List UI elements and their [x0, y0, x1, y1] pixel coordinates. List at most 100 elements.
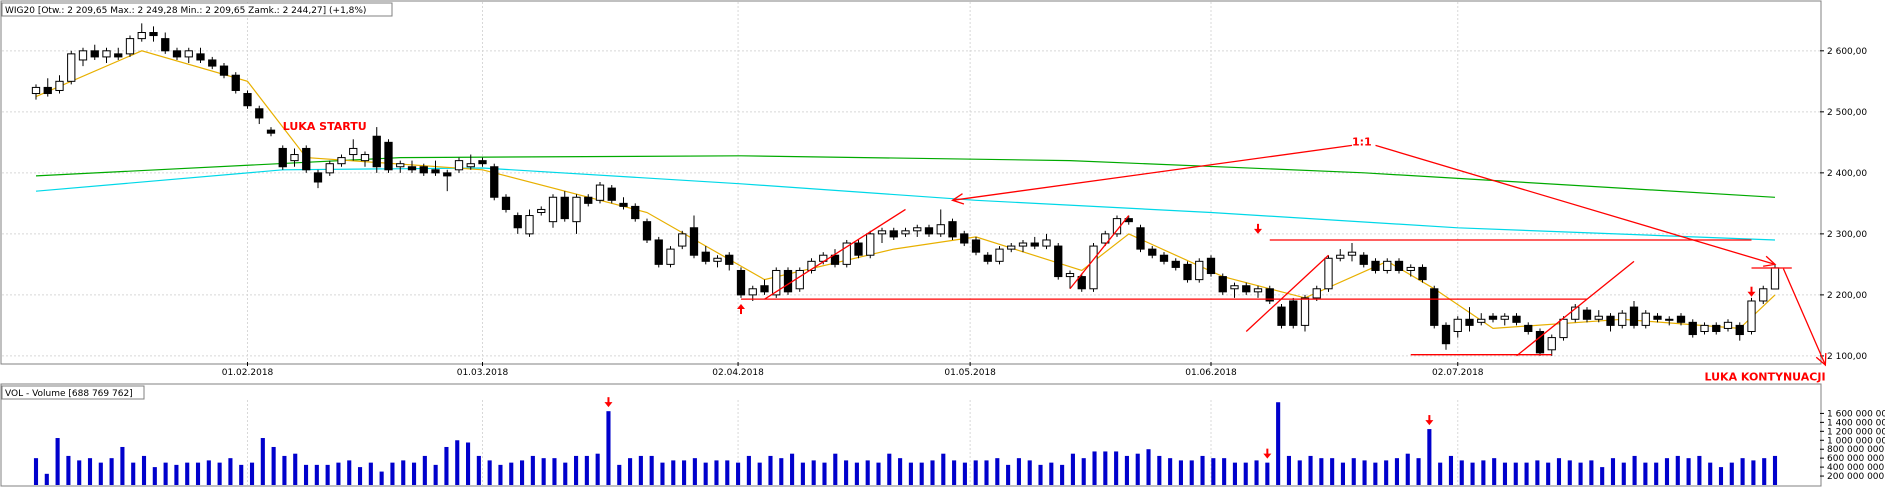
candle-body: [1512, 315, 1521, 323]
candle: [1524, 322, 1533, 335]
price-tick-label: 2 200,00: [1827, 291, 1867, 301]
price-gridlines: [2, 2, 1820, 362]
candle-body: [678, 233, 687, 247]
volume-bar: [1081, 458, 1086, 485]
marker-head: [1747, 291, 1756, 297]
volume-bar: [1751, 460, 1756, 485]
candle: [114, 47, 123, 60]
volume-bar: [995, 458, 1000, 485]
candle: [184, 47, 193, 64]
volume-bar: [1297, 460, 1302, 485]
volume-bar: [55, 438, 60, 485]
candle-body: [1277, 306, 1286, 326]
volume-bar: [822, 462, 827, 485]
volume-bar: [109, 458, 114, 485]
candle-body: [1723, 321, 1733, 329]
candle: [1077, 273, 1086, 292]
volume-bar: [1556, 458, 1562, 485]
candle: [913, 224, 922, 237]
candle-body: [1289, 300, 1298, 326]
volume-bar: [1686, 458, 1691, 485]
x-axis: 01.02.2018 01.03.2018 02.04.2018 01.05.2018…: [222, 362, 1484, 378]
candle-body: [266, 129, 276, 134]
candle-body: [372, 135, 381, 168]
candle: [325, 160, 334, 176]
candle: [255, 105, 264, 125]
candle-body: [1253, 288, 1263, 293]
candle-body: [948, 221, 957, 238]
candle-body: [1582, 309, 1592, 320]
candle: [1265, 285, 1274, 305]
candle-body: [1735, 324, 1744, 336]
volume-tick-label: 400 000 000: [1827, 463, 1885, 473]
candle-body: [713, 257, 722, 262]
volume-bar: [1189, 460, 1194, 485]
volume-bar: [1070, 453, 1075, 485]
candle: [372, 127, 381, 173]
volume-bar: [1502, 462, 1508, 485]
volume-bar: [163, 462, 168, 485]
annotation-label: LUKA STARTU: [283, 120, 367, 133]
candle: [443, 169, 452, 192]
candle-body: [313, 172, 323, 183]
candle: [1136, 224, 1145, 253]
volume-bar: [433, 464, 438, 485]
volume-bar: [1243, 462, 1248, 485]
candle: [1594, 310, 1603, 323]
candle-body: [513, 215, 522, 229]
candle-body: [149, 32, 158, 37]
candle-body: [1770, 267, 1780, 290]
candle-body: [1406, 266, 1415, 271]
volume-bar: [293, 453, 298, 485]
annotation-line: [1375, 144, 1776, 265]
candle-body: [807, 260, 816, 271]
candle-body: [1359, 254, 1368, 265]
candle-body: [1312, 288, 1321, 299]
candle: [748, 285, 757, 301]
candle-body: [1148, 248, 1157, 256]
candle-body: [901, 230, 910, 235]
volume-signal-arrow: [604, 397, 613, 408]
candle-body: [1007, 245, 1016, 250]
candle: [960, 230, 969, 247]
candle-body: [1265, 288, 1274, 302]
volume-bar: [1718, 467, 1724, 485]
volume-bar: [1092, 451, 1097, 485]
candle: [384, 139, 393, 173]
candle-body: [1018, 242, 1028, 247]
candle-body: [325, 163, 334, 174]
candle: [889, 227, 898, 240]
annotation-line: [1782, 268, 1826, 366]
x-tick-label: 02.07.2018: [1432, 368, 1484, 378]
candle: [90, 44, 99, 60]
price-tick-label: 2 500,00: [1827, 108, 1867, 118]
candle-body: [642, 221, 652, 241]
candle: [1030, 236, 1039, 250]
candle: [948, 218, 957, 240]
volume-bar: [1567, 460, 1572, 485]
candle-body: [1195, 260, 1204, 281]
candle: [78, 47, 88, 67]
volume-bar: [1772, 455, 1778, 485]
candle: [1042, 233, 1051, 250]
volume-bar: [1200, 455, 1205, 485]
candle: [302, 145, 311, 173]
volume-bar: [671, 460, 676, 485]
volume-bar: [973, 460, 978, 485]
candle: [1007, 243, 1016, 253]
annotation-line: [952, 144, 1353, 201]
volume-bar: [682, 460, 687, 485]
volume-bar: [368, 462, 373, 485]
volume-bar: [844, 460, 849, 485]
price-tick-label: 2 300,00: [1827, 230, 1867, 240]
candle: [1723, 319, 1733, 332]
volume-bar: [239, 464, 244, 485]
candle: [478, 157, 487, 167]
candle: [689, 215, 699, 259]
candle-body: [1759, 288, 1768, 302]
candle: [1242, 282, 1251, 295]
candle: [1230, 282, 1239, 298]
candle: [161, 32, 170, 54]
volume-bar: [1459, 460, 1464, 485]
volume-bar: [98, 462, 103, 485]
